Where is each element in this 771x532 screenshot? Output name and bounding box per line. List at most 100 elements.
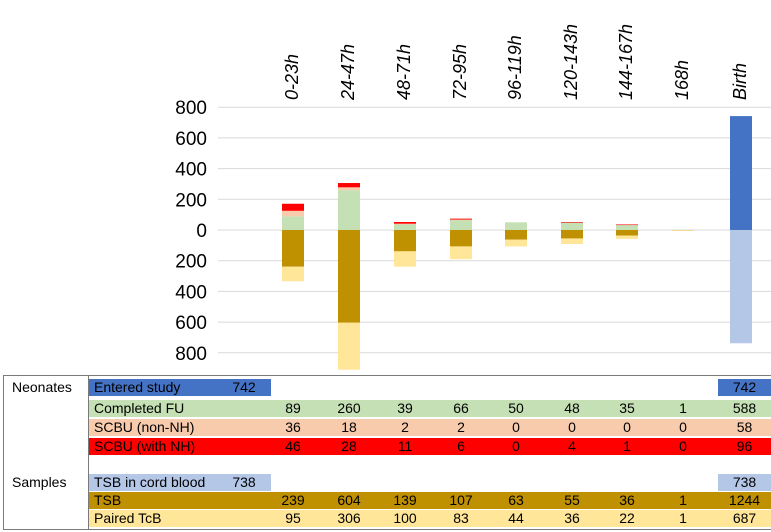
table-cell: 742 [232, 379, 256, 395]
y-tick-label: 400 [175, 282, 207, 303]
category-label: 144-167h [616, 24, 636, 100]
row-label: SCBU (with NH) [94, 438, 196, 454]
table-cell: 1 [679, 492, 687, 508]
table-cell: 28 [341, 438, 357, 454]
row-background [88, 474, 271, 491]
row-label: SCBU (non-NH) [94, 419, 195, 435]
bar-segment [282, 230, 304, 267]
table-cell: 35 [619, 400, 635, 416]
bar-segment [394, 222, 416, 224]
table-cell: 0 [679, 419, 687, 435]
bar-segment [450, 219, 472, 221]
table-cell: 36 [285, 419, 301, 435]
bar-segment [282, 203, 304, 211]
group-label: Samples [12, 474, 67, 490]
diverging-bar-chart: 800 600 400 200 0 200 400 600 800 Birth 0-23h 24-4… [175, 24, 771, 370]
category-label: 96-119h [505, 35, 525, 100]
row-background [88, 438, 771, 455]
row-background [88, 510, 771, 527]
bar-segment [561, 222, 583, 230]
bar-segment [561, 222, 583, 223]
bar-segment [505, 230, 527, 240]
table-border [3, 529, 771, 530]
table-cell: 22 [619, 510, 635, 526]
table-cell: 1 [623, 438, 631, 454]
bar-segment [672, 230, 694, 231]
table-cell: 260 [337, 400, 361, 416]
y-tick-label: 0 [196, 221, 207, 242]
table-cell: 100 [393, 510, 417, 526]
bar-segment [338, 322, 360, 370]
table-cell: 6 [457, 438, 465, 454]
table-cell: 2 [457, 419, 465, 435]
bar-segment [338, 190, 360, 230]
table-cell: 107 [449, 492, 473, 508]
y-tick-label: 800 [175, 98, 207, 119]
table-cell: 0 [568, 419, 576, 435]
table-cell: 0 [512, 438, 520, 454]
row-label: Completed FU [94, 400, 185, 416]
table-cell: 4 [568, 438, 576, 454]
y-tick-label: 600 [175, 313, 207, 334]
category-label: 48-71h [394, 44, 414, 100]
row-total-background [718, 474, 771, 491]
table-border [88, 375, 89, 530]
bar-segment [616, 224, 638, 230]
table-cell: 44 [508, 510, 524, 526]
group-label: Neonates [12, 379, 72, 395]
bar-segment [282, 210, 304, 217]
row-total: 588 [732, 400, 757, 416]
row-total-background [718, 379, 771, 396]
bars [282, 116, 752, 370]
bar-segment [505, 222, 527, 230]
bar-segment [282, 266, 304, 282]
bar-segment [338, 187, 360, 191]
row-label: TSB [94, 492, 122, 508]
row-total: 96 [736, 438, 753, 454]
table-cell: 1 [679, 400, 687, 416]
table-cell: 83 [453, 510, 469, 526]
bar-segment [282, 216, 304, 230]
category-label: 120-143h [561, 24, 581, 100]
table-cell: 48 [564, 400, 580, 416]
table-cell: 36 [564, 510, 580, 526]
table-cell: 11 [397, 438, 413, 454]
table-border [3, 375, 771, 376]
table-cell: 604 [337, 492, 361, 508]
category-label: 0-23h [282, 54, 302, 100]
bar-segment [450, 218, 472, 220]
table-cell: 50 [508, 400, 524, 416]
row-background [88, 379, 271, 396]
bar-segment [338, 230, 360, 323]
bar-segment [450, 219, 472, 230]
row-total: 742 [732, 379, 757, 395]
y-tick-label: 400 [175, 160, 207, 181]
row-background [88, 419, 771, 436]
y-tick-label: 200 [175, 190, 207, 211]
category-label: 168h [672, 60, 692, 100]
bar-segment [505, 239, 527, 247]
y-tick-label: 200 [175, 252, 207, 273]
table-cell: 95 [285, 510, 301, 526]
table-cell: 306 [337, 510, 361, 526]
bar-segment [394, 224, 416, 230]
category-label: 24-47h [338, 44, 358, 101]
table-cell: 0 [623, 419, 631, 435]
y-axis: 800 600 400 200 0 200 400 600 800 [175, 98, 207, 365]
category-label: Birth [730, 63, 750, 100]
table-cell: 2 [401, 419, 409, 435]
table-cell: 139 [393, 492, 417, 508]
row-total: 738 [732, 474, 757, 490]
table-cell: 46 [285, 438, 301, 454]
bar-segment [561, 238, 583, 244]
row-label: Paired TcB [94, 510, 162, 526]
row-label: TSB in cord blood [94, 474, 206, 490]
bar-segment [616, 235, 638, 239]
table-cell: 89 [285, 400, 301, 416]
bar-segment [730, 116, 752, 230]
row-background [88, 492, 771, 509]
table-cell: 0 [512, 419, 520, 435]
bar-segment [338, 183, 360, 188]
row-total: 687 [732, 510, 757, 526]
